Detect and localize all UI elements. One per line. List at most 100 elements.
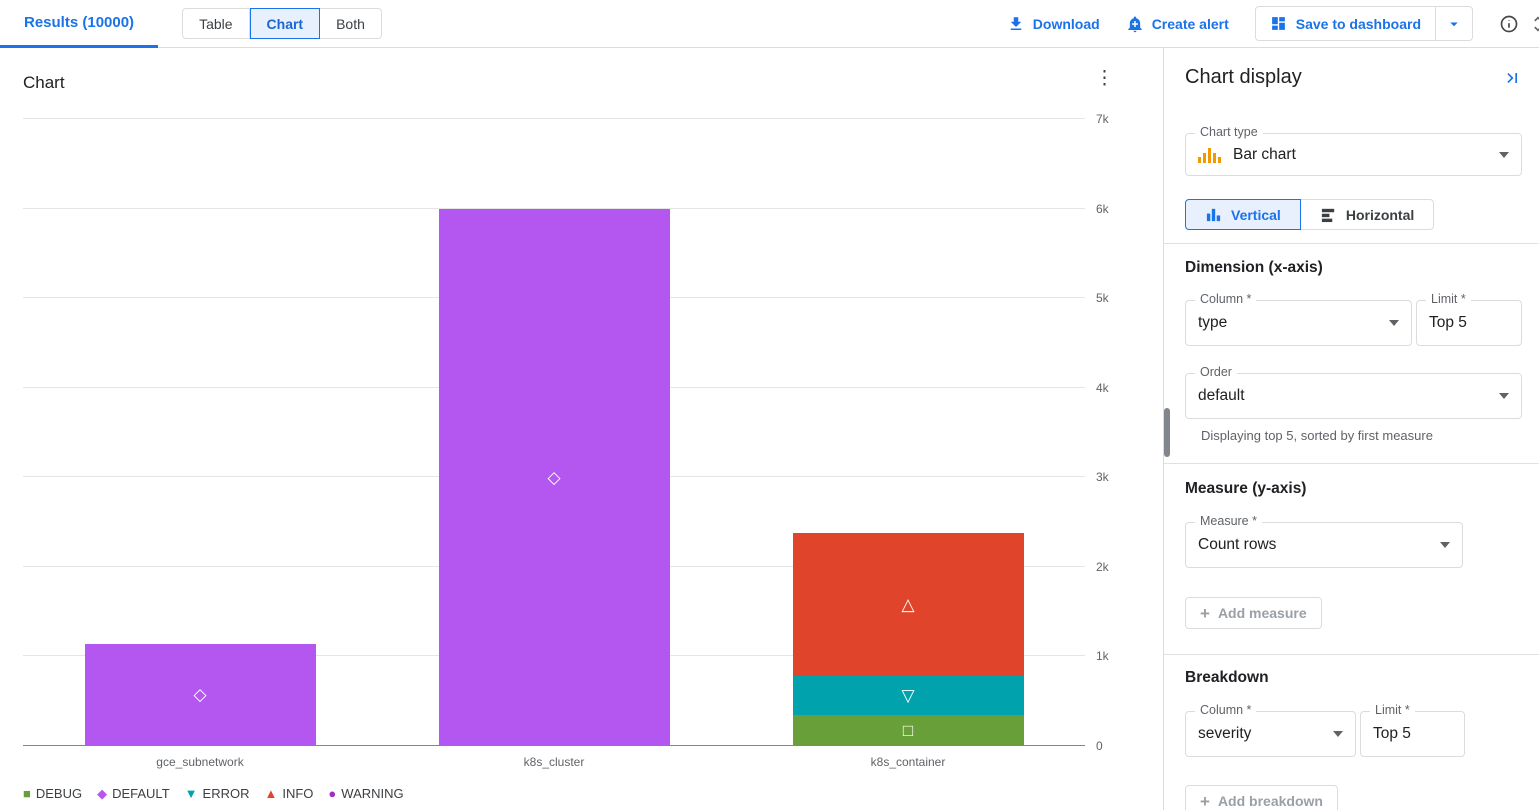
y-tick-label: 6k xyxy=(1096,201,1109,216)
view-toggle-table[interactable]: Table xyxy=(182,8,250,39)
legend-item-default: ◆ DEFAULT xyxy=(97,786,170,801)
dimension-column-select[interactable]: Column * type xyxy=(1185,292,1412,346)
breakdown-limit-label: Limit * xyxy=(1370,703,1415,717)
legend-item-warning: ● WARNING xyxy=(328,786,403,801)
square-marker-icon: □ xyxy=(902,721,914,741)
bar-segment-error[interactable]: ▽ xyxy=(792,676,1024,716)
legend-label: ERROR xyxy=(202,786,250,801)
add-breakdown-button[interactable]: + Add breakdown xyxy=(1185,785,1338,810)
add-breakdown-label: Add breakdown xyxy=(1217,793,1323,809)
dropdown-caret-icon xyxy=(1445,15,1463,33)
x-category-label: k8s_container xyxy=(870,755,946,769)
breakdown-column-label: Column * xyxy=(1195,703,1257,717)
breakdown-heading: Breakdown xyxy=(1185,669,1269,686)
y-tick-label: 5k xyxy=(1096,291,1109,306)
chevron-down-icon xyxy=(1499,393,1509,399)
measure-label: Measure * xyxy=(1195,514,1262,528)
x-category-label: gce_subnetwork xyxy=(156,755,244,769)
legend-marker-icon: ● xyxy=(328,786,337,801)
collapse-panel-icon[interactable] xyxy=(1502,68,1522,88)
add-measure-button[interactable]: + Add measure xyxy=(1185,597,1322,629)
order-label: Order xyxy=(1195,365,1237,379)
breakdown-column-value: severity xyxy=(1198,725,1252,742)
view-toggle-chart[interactable]: Chart xyxy=(249,8,321,39)
bar-segment-info[interactable]: △ xyxy=(792,533,1024,677)
y-tick-label: 2k xyxy=(1096,559,1109,574)
view-toggle-both[interactable]: Both xyxy=(320,8,382,39)
x-category-label: k8s_cluster xyxy=(523,755,585,769)
legend-label: WARNING xyxy=(341,786,404,801)
bar-segment-default[interactable]: ◇ xyxy=(84,643,316,746)
dimension-limit-input[interactable] xyxy=(1429,314,1509,332)
plot-area: 0 1k 2k 3k 4k 5k 6k 7k gce_subnetwork ◇ k8s_cluste… xyxy=(23,112,1109,769)
chart-type-label: Chart type xyxy=(1195,125,1263,139)
chart-display-panel: Chart display Chart type Bar chart xyxy=(1163,48,1539,810)
order-value: default xyxy=(1198,387,1245,404)
plus-icon: + xyxy=(1200,791,1210,810)
save-options-dropdown-button[interactable] xyxy=(1435,6,1473,41)
measure-select[interactable]: Measure * Count rows xyxy=(1185,514,1463,568)
create-alert-label: Create alert xyxy=(1151,15,1229,32)
panel-scrollbar-thumb[interactable] xyxy=(1164,408,1170,457)
results-tab-label: Results (10000) xyxy=(24,13,135,31)
y-tick-label: 4k xyxy=(1096,380,1109,395)
breakdown-limit-field[interactable]: Limit * xyxy=(1360,703,1465,757)
legend-item-debug: ■ DEBUG xyxy=(23,786,82,801)
download-icon xyxy=(1007,15,1025,33)
chart-type-select[interactable]: Chart type Bar chart xyxy=(1185,125,1522,176)
dimension-limit-label: Limit * xyxy=(1426,292,1471,306)
dimension-limit-field[interactable]: Limit * xyxy=(1416,292,1522,346)
chevron-down-icon xyxy=(1499,151,1509,158)
bar-segment-debug[interactable]: □ xyxy=(792,715,1024,746)
legend-item-info: ▲ INFO xyxy=(264,786,313,801)
chart-card: Chart ⋮ 0 1k 2k 3k 4k 5k 6k 7k gce_subnetwork ◇ k8… xyxy=(0,48,1163,810)
dimension-column-value: type xyxy=(1198,314,1228,331)
gridline xyxy=(23,207,1085,209)
bar-segment-default[interactable]: ◇ xyxy=(438,208,670,746)
save-to-dashboard-button[interactable]: Save to dashboard xyxy=(1254,6,1436,41)
breakdown-column-select[interactable]: Column * severity xyxy=(1185,703,1356,757)
horizontal-bars-icon xyxy=(1320,206,1337,223)
dimension-column-label: Column * xyxy=(1195,292,1257,306)
toolbar-actions: Download Create alert Save to dashboard xyxy=(1007,6,1539,41)
info-button[interactable] xyxy=(1499,14,1519,34)
y-tick-label: 7k xyxy=(1096,112,1109,126)
horizontal-label: Horizontal xyxy=(1345,206,1415,223)
orientation-vertical-button[interactable]: Vertical xyxy=(1185,199,1301,230)
order-select[interactable]: Order default xyxy=(1185,365,1522,419)
diamond-marker-icon: ◇ xyxy=(193,685,207,705)
chart-overflow-menu-icon[interactable]: ⋮ xyxy=(1095,68,1114,89)
legend-label: INFO xyxy=(282,786,314,801)
unfold-arrows-icon[interactable] xyxy=(1528,14,1539,39)
measure-value: Count rows xyxy=(1198,536,1277,553)
chart-type-value: Bar chart xyxy=(1233,145,1296,163)
top-toolbar: Results (10000) Table Chart Both Downloa… xyxy=(0,0,1539,48)
y-tick-label: 0 xyxy=(1096,739,1103,753)
chevron-down-icon xyxy=(1389,320,1399,326)
content-area: Chart ⋮ 0 1k 2k 3k 4k 5k 6k 7k gce_subnetwork ◇ k8… xyxy=(0,48,1539,810)
y-tick-label: 3k xyxy=(1096,470,1109,485)
download-button[interactable]: Download xyxy=(1007,15,1100,33)
orientation-horizontal-button[interactable]: Horizontal xyxy=(1300,199,1435,230)
legend-marker-icon: ▲ xyxy=(264,786,278,801)
chevron-down-icon xyxy=(1333,731,1343,737)
view-toggle: Table Chart Both xyxy=(182,8,382,39)
download-label: Download xyxy=(1032,15,1100,32)
legend-marker-icon: ▼ xyxy=(184,786,198,801)
legend-label: DEBUG xyxy=(35,786,83,801)
add-measure-label: Add measure xyxy=(1217,605,1307,621)
plus-icon: + xyxy=(1200,603,1210,623)
y-tick-label: 1k xyxy=(1096,649,1109,664)
legend-marker-icon: ■ xyxy=(23,786,31,801)
measure-heading: Measure (y-axis) xyxy=(1185,480,1307,497)
dimension-heading: Dimension (x-axis) xyxy=(1185,259,1323,276)
dimension-helper-text: Displaying top 5, sorted by first measur… xyxy=(1201,428,1433,443)
alert-bell-icon xyxy=(1126,15,1144,33)
panel-title: Chart display xyxy=(1185,66,1302,88)
create-alert-button[interactable]: Create alert xyxy=(1126,15,1229,33)
vertical-bars-icon xyxy=(1205,206,1222,223)
breakdown-limit-input[interactable] xyxy=(1373,725,1452,743)
vertical-label: Vertical xyxy=(1231,206,1281,223)
results-tab[interactable]: Results (10000) xyxy=(0,0,159,48)
